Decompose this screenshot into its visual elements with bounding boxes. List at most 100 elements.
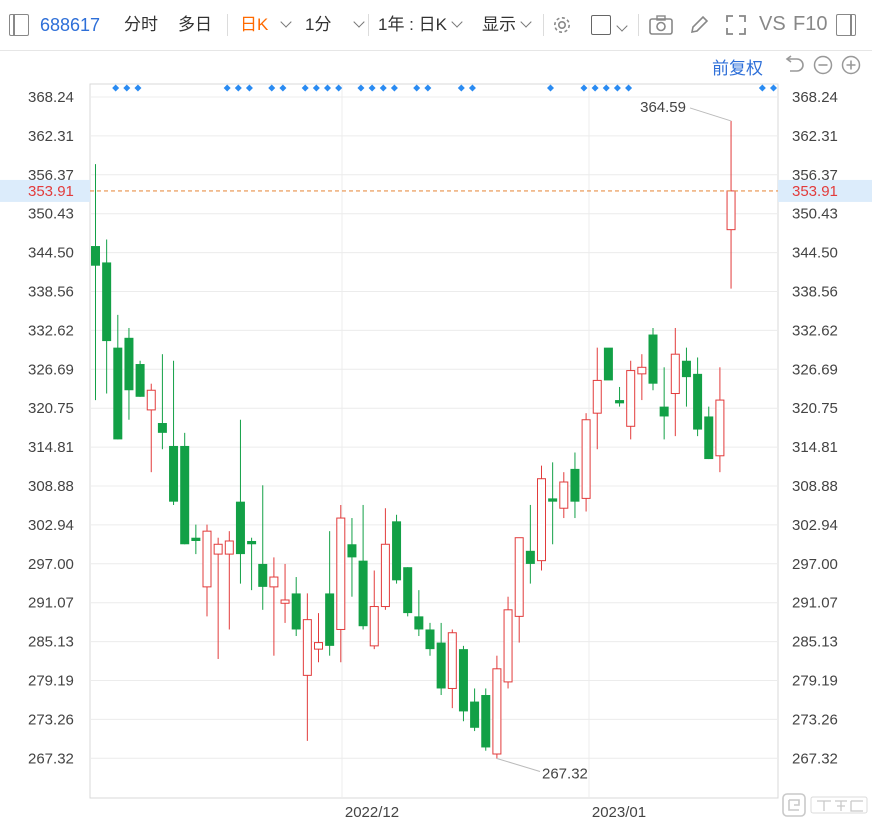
event-marker[interactable] bbox=[379, 84, 387, 92]
candle[interactable] bbox=[458, 645, 468, 722]
candle[interactable] bbox=[347, 518, 357, 597]
candle[interactable] bbox=[670, 327, 680, 437]
candle[interactable] bbox=[425, 622, 435, 656]
candle[interactable] bbox=[102, 239, 112, 394]
candle[interactable] bbox=[726, 120, 736, 289]
event-marker[interactable] bbox=[602, 84, 610, 92]
adjust-mode-label[interactable]: 前复权 bbox=[712, 59, 763, 78]
candle[interactable] bbox=[626, 360, 636, 440]
candle[interactable] bbox=[113, 314, 123, 440]
event-marker[interactable] bbox=[390, 84, 398, 92]
rectangle-tool-icon[interactable] bbox=[591, 15, 611, 35]
candle[interactable] bbox=[302, 593, 312, 741]
candle[interactable] bbox=[135, 360, 145, 397]
candle[interactable] bbox=[191, 524, 201, 555]
pencil-icon[interactable] bbox=[688, 14, 710, 36]
candle[interactable] bbox=[481, 688, 491, 751]
candle[interactable] bbox=[358, 504, 368, 630]
range-selector[interactable]: 1年 : 日K bbox=[378, 12, 463, 38]
event-marker[interactable] bbox=[468, 84, 476, 92]
zoom-in-icon[interactable] bbox=[840, 54, 862, 76]
candle[interactable] bbox=[325, 531, 335, 656]
event-marker[interactable] bbox=[234, 84, 242, 92]
fullscreen-icon[interactable] bbox=[725, 14, 747, 36]
candle[interactable] bbox=[403, 567, 413, 617]
event-marker[interactable] bbox=[112, 84, 120, 92]
candle[interactable] bbox=[91, 164, 100, 401]
event-marker[interactable] bbox=[413, 84, 421, 92]
candle[interactable] bbox=[157, 354, 167, 450]
event-marker[interactable] bbox=[368, 84, 376, 92]
event-marker[interactable] bbox=[357, 84, 365, 92]
candle[interactable] bbox=[548, 462, 558, 545]
tab-one-minute[interactable]: 1分 bbox=[305, 12, 366, 38]
candlestick-chart[interactable]: 368.24 368.24 362.31 362.31 356.37 356.37 350.… bbox=[0, 80, 872, 825]
event-marker[interactable] bbox=[457, 84, 465, 92]
candle[interactable] bbox=[180, 432, 190, 545]
candle[interactable] bbox=[258, 485, 268, 610]
candle[interactable] bbox=[570, 452, 580, 519]
candle[interactable] bbox=[414, 590, 424, 637]
event-marker[interactable] bbox=[268, 84, 276, 92]
event-marker[interactable] bbox=[301, 84, 309, 92]
candle[interactable] bbox=[514, 537, 524, 643]
candle[interactable] bbox=[592, 347, 602, 450]
event-marker[interactable] bbox=[335, 84, 343, 92]
candle[interactable] bbox=[169, 360, 179, 505]
candle[interactable] bbox=[537, 465, 546, 571]
candle[interactable] bbox=[380, 508, 390, 610]
gear-icon[interactable] bbox=[551, 14, 573, 36]
event-marker[interactable] bbox=[547, 84, 554, 92]
candle[interactable] bbox=[314, 613, 323, 663]
candle[interactable] bbox=[704, 406, 714, 460]
candle[interactable] bbox=[559, 472, 569, 519]
event-marker[interactable] bbox=[770, 84, 777, 92]
event-marker[interactable] bbox=[223, 84, 231, 92]
event-marker[interactable] bbox=[613, 84, 621, 92]
event-marker[interactable] bbox=[625, 84, 633, 92]
candle[interactable] bbox=[247, 537, 257, 591]
candle[interactable] bbox=[269, 557, 279, 656]
candle[interactable] bbox=[492, 655, 502, 759]
candle[interactable] bbox=[436, 622, 446, 696]
event-marker[interactable] bbox=[591, 84, 599, 92]
candle[interactable] bbox=[336, 504, 346, 663]
undo-icon[interactable] bbox=[784, 55, 806, 75]
chevron-down-icon[interactable] bbox=[616, 20, 628, 32]
candle[interactable] bbox=[648, 327, 658, 391]
candle[interactable] bbox=[213, 537, 223, 659]
event-marker[interactable] bbox=[424, 84, 432, 92]
candle[interactable] bbox=[525, 504, 535, 584]
candle[interactable] bbox=[146, 383, 156, 473]
candle[interactable] bbox=[603, 347, 613, 381]
candle[interactable] bbox=[681, 347, 691, 407]
candle[interactable] bbox=[235, 419, 245, 584]
tab-daily-k[interactable]: 日K bbox=[240, 12, 293, 38]
candle[interactable] bbox=[447, 629, 457, 709]
candle[interactable] bbox=[693, 357, 703, 437]
event-marker[interactable] bbox=[758, 84, 766, 92]
tab-intraday[interactable]: 分时 bbox=[124, 15, 158, 34]
candle[interactable] bbox=[280, 563, 290, 623]
event-marker[interactable] bbox=[123, 84, 131, 92]
zoom-out-icon[interactable] bbox=[812, 54, 834, 76]
candle[interactable] bbox=[124, 327, 134, 420]
f10-button[interactable]: F10 bbox=[793, 13, 828, 35]
candle[interactable] bbox=[470, 688, 480, 732]
candle[interactable] bbox=[581, 413, 591, 512]
candle[interactable] bbox=[224, 531, 234, 630]
camera-icon[interactable] bbox=[649, 15, 673, 35]
vs-button[interactable]: VS bbox=[759, 13, 786, 35]
event-marker[interactable] bbox=[580, 84, 588, 92]
event-marker[interactable] bbox=[245, 84, 253, 92]
candle[interactable] bbox=[291, 577, 301, 637]
candle[interactable] bbox=[369, 570, 379, 650]
tab-multiday[interactable]: 多日 bbox=[178, 15, 212, 34]
candle[interactable] bbox=[392, 514, 402, 584]
candle[interactable] bbox=[659, 367, 669, 440]
event-marker[interactable] bbox=[279, 84, 287, 92]
event-marker[interactable] bbox=[312, 84, 320, 92]
candle[interactable] bbox=[715, 367, 725, 473]
sidebar-toggle-icon[interactable] bbox=[9, 14, 29, 36]
event-marker[interactable] bbox=[134, 84, 142, 92]
